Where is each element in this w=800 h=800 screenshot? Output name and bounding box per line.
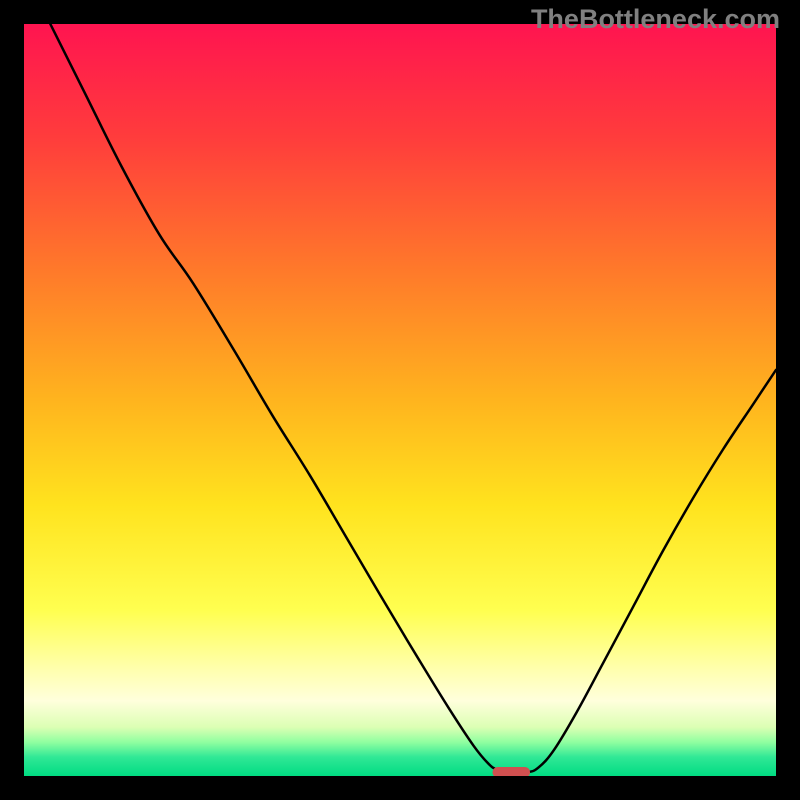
gradient-background	[24, 24, 776, 776]
plot-area	[24, 24, 776, 776]
watermark-text: TheBottleneck.com	[531, 6, 780, 33]
plot-svg	[24, 24, 776, 776]
chart-frame: TheBottleneck.com	[0, 0, 800, 800]
optimal-marker	[492, 767, 530, 776]
